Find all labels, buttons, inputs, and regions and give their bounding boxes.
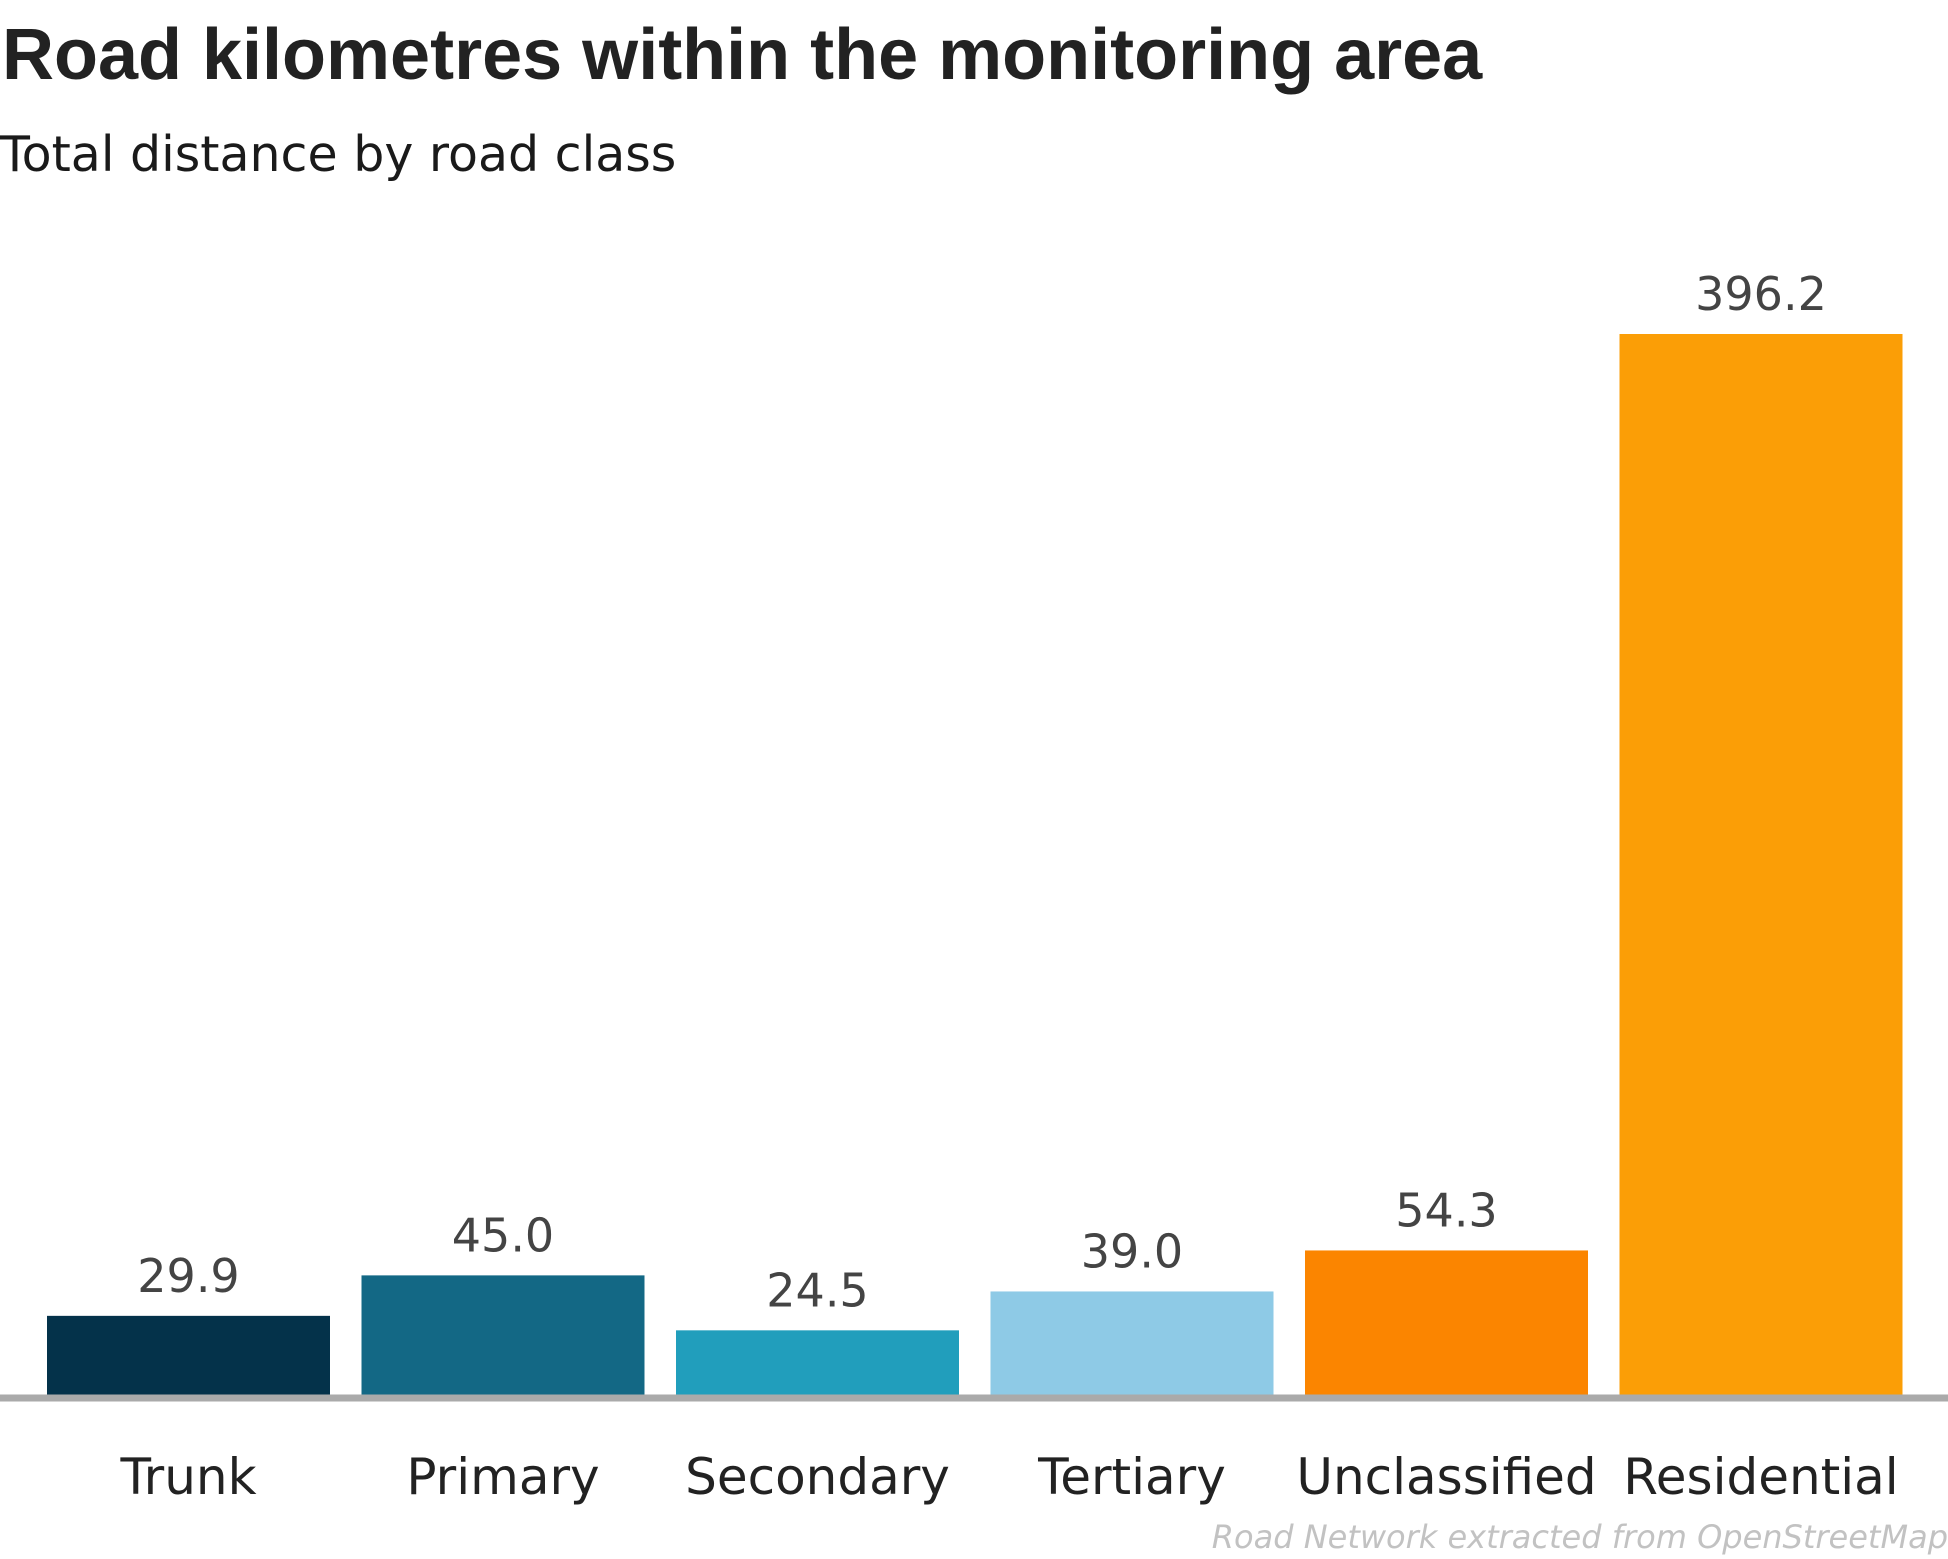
bars-layer xyxy=(47,334,1903,1396)
bar-residential xyxy=(1619,334,1903,1396)
category-label-secondary: Secondary xyxy=(685,1448,950,1506)
value-label-residential: 396.2 xyxy=(1695,267,1827,321)
value-label-unclassified: 54.3 xyxy=(1395,1183,1497,1237)
bar-primary xyxy=(361,1275,645,1396)
category-label-residential: Residential xyxy=(1623,1448,1898,1506)
chart-title: Road kilometres within the monitoring ar… xyxy=(2,15,1483,95)
value-label-tertiary: 39.0 xyxy=(1081,1224,1183,1278)
bar-trunk xyxy=(47,1315,330,1396)
category-label-trunk: Trunk xyxy=(119,1448,256,1506)
category-label-tertiary: Tertiary xyxy=(1037,1448,1226,1506)
value-label-primary: 45.0 xyxy=(452,1208,554,1262)
category-label-unclassified: Unclassified xyxy=(1296,1448,1596,1506)
bar-secondary xyxy=(676,1330,959,1396)
labels-layer: 29.9 Trunk 45.0 Primary 24.5 Secondary 39.0 Ter… xyxy=(119,267,1898,1506)
value-label-secondary: 24.5 xyxy=(766,1263,868,1317)
bar-unclassified xyxy=(1305,1250,1588,1396)
value-label-trunk: 29.9 xyxy=(137,1249,239,1303)
bar-tertiary xyxy=(990,1291,1274,1396)
chart-caption: Road Network extracted from OpenStreetMa… xyxy=(1211,1518,1948,1556)
chart-subtitle: Total distance by road class xyxy=(0,126,677,183)
category-label-primary: Primary xyxy=(406,1448,599,1506)
